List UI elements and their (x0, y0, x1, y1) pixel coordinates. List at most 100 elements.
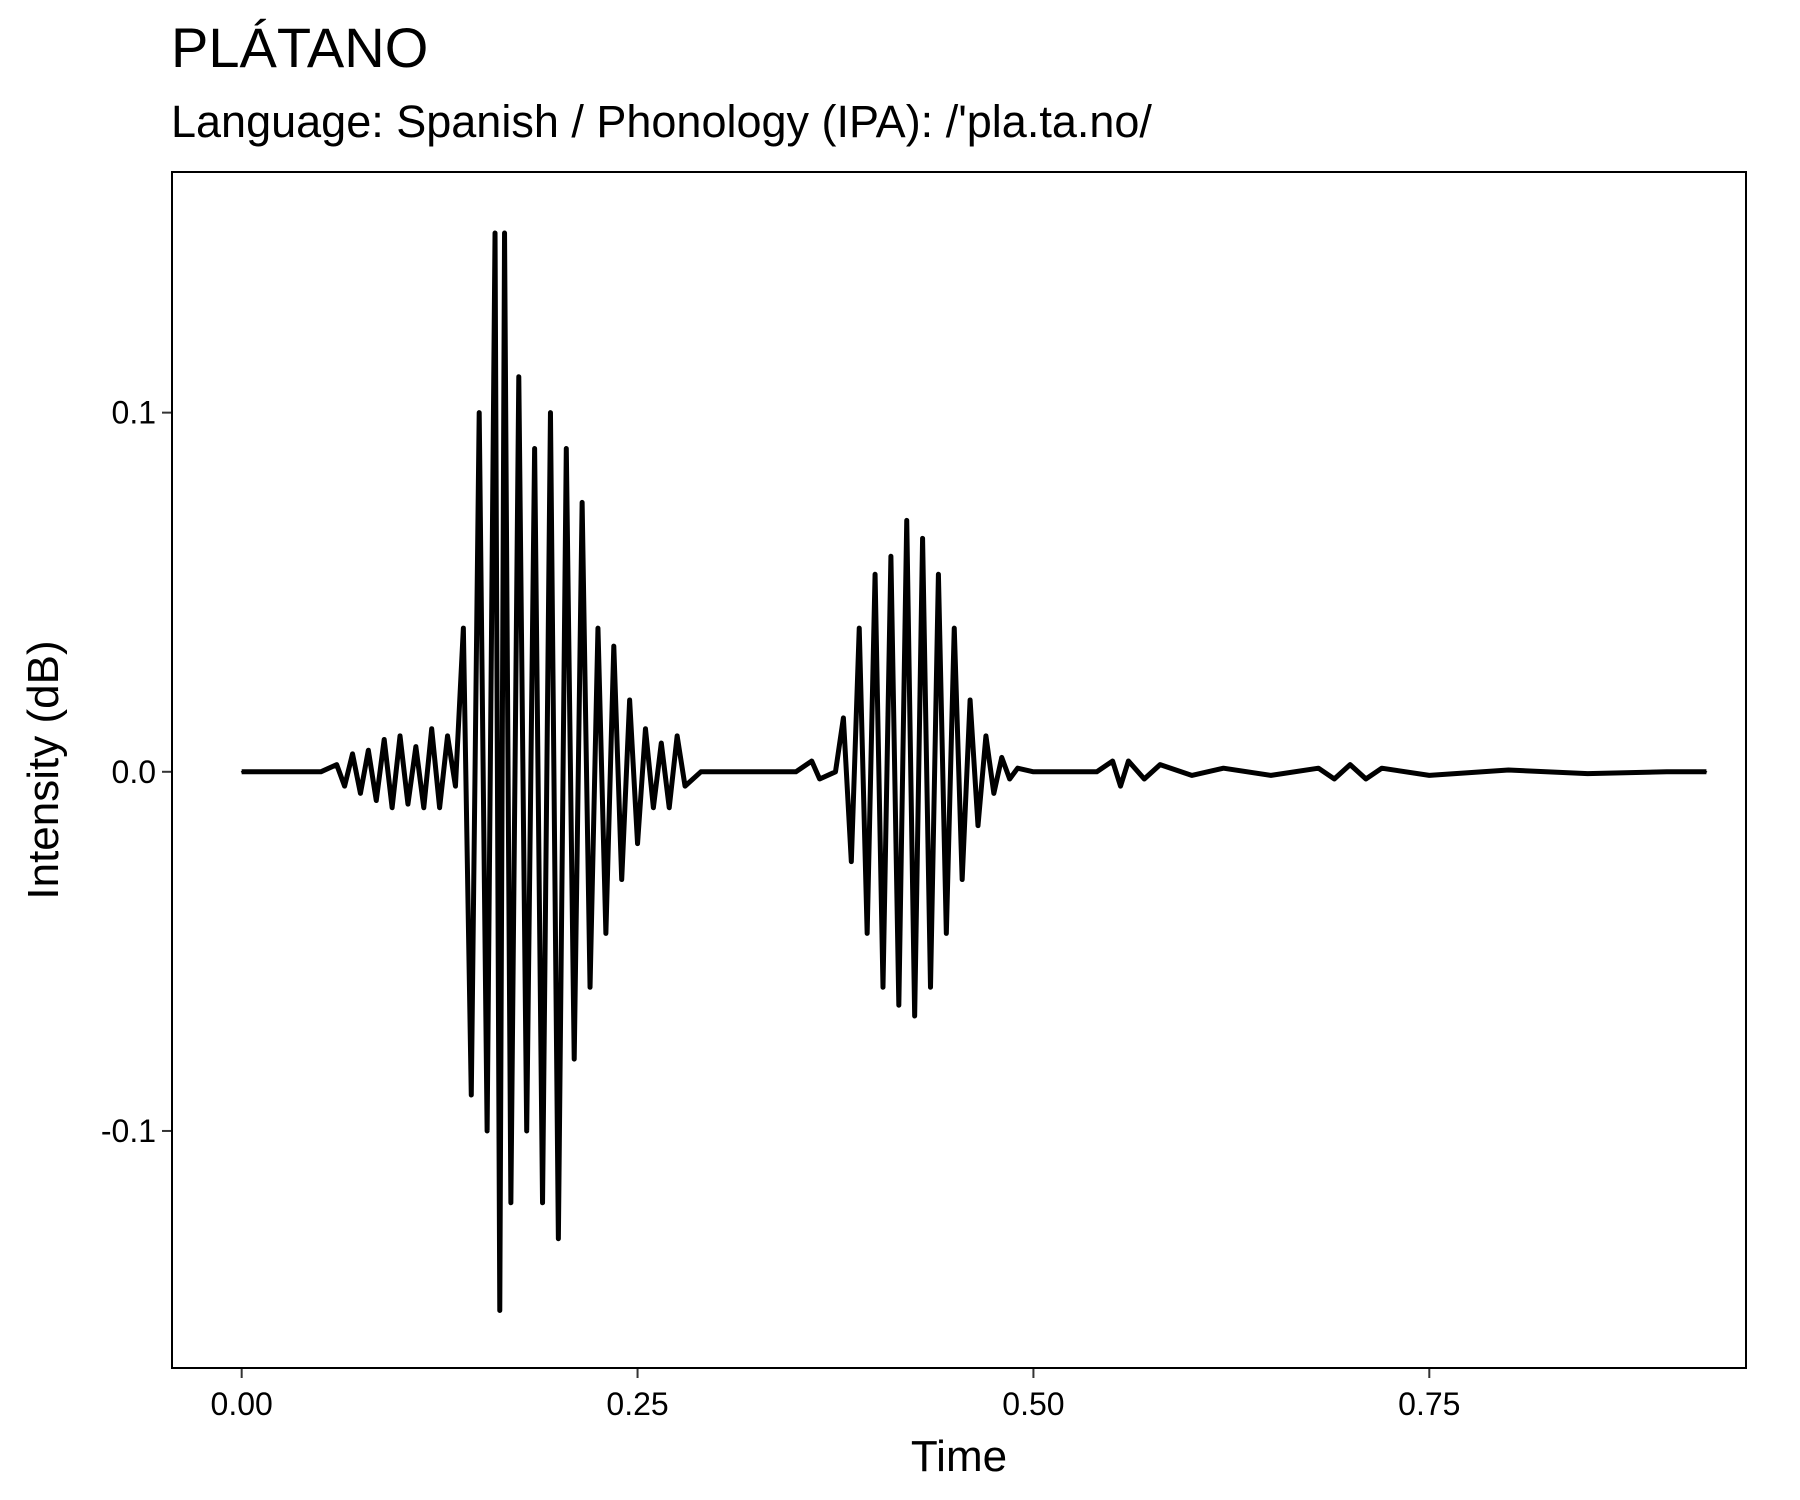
waveform-sample-point (977, 824, 979, 827)
waveform-sample-point (644, 727, 647, 730)
waveform-sample-point (359, 792, 362, 795)
waveform-sample-point (1111, 760, 1114, 762)
waveform-sample-point (470, 1094, 473, 1096)
waveform-sample-point (684, 785, 686, 787)
waveform-sample-point (240, 771, 243, 773)
waveform-sample-point (1119, 785, 1122, 787)
waveform-sample-point (549, 411, 552, 414)
waveform-sample-point (1380, 767, 1383, 769)
waveform-sample-point (890, 555, 892, 558)
waveform-sample-point (1016, 767, 1019, 769)
waveform-sample-point (858, 627, 861, 629)
waveform-sample-point (1666, 771, 1668, 773)
waveform-sample-point (668, 806, 671, 809)
y-axis-title: Intensity (dB) (19, 640, 68, 899)
waveform-sample-point (446, 735, 449, 737)
waveform-sample-point (945, 932, 948, 935)
waveform-sample-point (834, 771, 837, 773)
x-axis-title: Time (911, 1432, 1007, 1481)
chart-title: PLÁTANO (171, 16, 429, 79)
waveform-sample-point (882, 986, 884, 989)
waveform-sample-point (597, 627, 599, 629)
x-tick-label: 0.00 (211, 1386, 273, 1422)
waveform-sample-point (498, 1309, 501, 1312)
waveform-sample-point (1008, 778, 1011, 780)
waveform-sample-point (810, 760, 813, 762)
waveform-sample-point (850, 860, 853, 863)
waveform-sample-point (422, 806, 425, 809)
waveform-sample-point (486, 1130, 488, 1132)
waveform-sample-point (589, 986, 591, 989)
waveform-sample-point (969, 699, 971, 701)
waveform-sample-point (1333, 778, 1336, 780)
waveform-sample-point (961, 878, 963, 881)
waveform-sample-point (795, 771, 797, 773)
x-axis-ticks: 0.00 0.25 0.50 0.75 (211, 1368, 1460, 1422)
waveform-sample-point (676, 735, 678, 737)
waveform-sample-point (573, 1058, 576, 1060)
waveform-sample-point (565, 447, 568, 450)
waveform-sample-point (525, 1130, 528, 1132)
waveform-sample-point (533, 447, 536, 450)
waveform-sample-point (557, 1237, 560, 1240)
waveform-sample-point (921, 537, 924, 540)
waveform-sample-point (581, 501, 583, 504)
waveform-sample-point (898, 1004, 900, 1007)
waveform-sample-point (438, 806, 441, 809)
x-tick-label: 0.50 (1002, 1386, 1064, 1422)
panel-border (171, 171, 1747, 1369)
waveform-sample-point (628, 699, 631, 701)
y-tick-label: -0.1 (101, 1113, 156, 1149)
waveform-sample-point (367, 749, 370, 752)
waveform-sample-point (510, 1201, 512, 1204)
waveform-sample-point (929, 986, 932, 989)
waveform-sample-point (517, 375, 520, 378)
waveform-sample-point (818, 778, 821, 780)
waveform-sample-point (1705, 771, 1708, 773)
waveform-sample-point (605, 932, 607, 935)
waveform-sample-point (407, 803, 409, 805)
waveform-sample-point (383, 738, 385, 741)
waveform-sample-point (913, 1015, 916, 1017)
waveform-sample-point (478, 411, 481, 414)
waveform-sample-point (985, 735, 987, 737)
waveform-sample-point (391, 806, 393, 809)
waveform-sample-point (937, 573, 940, 576)
waveform-sample-point (1143, 778, 1146, 780)
plot-area (240, 230, 1708, 1314)
waveform-sample-point (462, 627, 465, 629)
x-tick-label: 0.75 (1398, 1386, 1460, 1422)
chart-subtitle: Language: Spanish / Phonology (IPA): /'p… (171, 96, 1152, 147)
waveform-sample-point (1349, 763, 1351, 766)
waveform-sample-point (866, 932, 868, 935)
waveform-sample-point (613, 645, 615, 647)
y-axis-ticks: 0.1 0.0 -0.1 (101, 395, 172, 1149)
waveform-sample-point (343, 785, 346, 787)
waveform-sample-point (993, 792, 995, 795)
waveform-sample-point (700, 771, 702, 773)
waveform-sample-point (1159, 763, 1161, 766)
waveform-sample-point (454, 785, 457, 787)
waveform-sample-point (351, 753, 354, 755)
waveform-sample-point (541, 1201, 544, 1204)
waveform-sample-point (1365, 778, 1367, 780)
waveform-sample-point (1190, 774, 1193, 777)
waveform-sample-point (1000, 756, 1003, 759)
waveform-sample-point (430, 727, 433, 730)
waveform-sample-point (1586, 772, 1589, 775)
waveform-sample-point (905, 519, 908, 522)
waveform-sample-point (953, 627, 956, 629)
waveform-sample-point (1270, 774, 1272, 777)
y-tick-label: 0.0 (112, 754, 156, 790)
waveform-sample-point (494, 232, 496, 234)
waveform-sample-point (842, 717, 845, 719)
waveform-sample-point (652, 806, 655, 809)
waveform-sample-point (335, 763, 338, 766)
waveform-sample-point (1428, 774, 1431, 777)
waveform-sample-point (1095, 771, 1098, 773)
waveform-sample-point (1222, 767, 1225, 769)
waveform-sample-point (1317, 767, 1320, 769)
waveform-sample-point (320, 771, 322, 773)
waveform-sample-point (415, 745, 417, 748)
